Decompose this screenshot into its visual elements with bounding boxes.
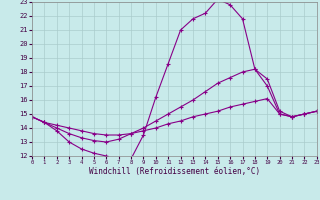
X-axis label: Windchill (Refroidissement éolien,°C): Windchill (Refroidissement éolien,°C): [89, 167, 260, 176]
